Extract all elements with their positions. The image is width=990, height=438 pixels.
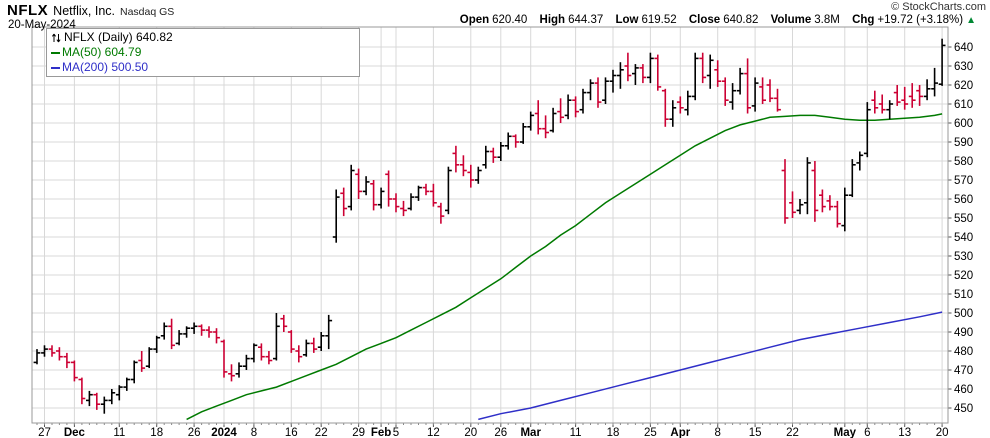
svg-text:6: 6: [864, 427, 870, 438]
legend-ma200-row[interactable]: MA(200) 500.50: [51, 60, 355, 75]
svg-text:20: 20: [936, 427, 949, 438]
chart-header: NFLX Netflix, Inc. Nasdaq GS: [7, 2, 174, 20]
svg-text:610: 610: [954, 99, 973, 111]
svg-text:Dec: Dec: [64, 427, 86, 438]
legend-ma50-label: MA(50) 604.79: [62, 45, 142, 59]
svg-text:560: 560: [954, 194, 973, 206]
svg-text:29: 29: [352, 427, 365, 438]
svg-text:500: 500: [954, 308, 973, 320]
close-label: Close: [688, 14, 721, 26]
svg-text:Mar: Mar: [520, 427, 541, 438]
svg-text:25: 25: [644, 427, 657, 438]
ma200-line-swatch: [51, 66, 60, 69]
svg-text:580: 580: [954, 156, 973, 168]
svg-text:630: 630: [954, 61, 973, 73]
svg-text:18: 18: [150, 427, 163, 438]
svg-text:11: 11: [113, 427, 125, 438]
change-value: +19.72 (+3.18%): [877, 14, 964, 26]
low-value: 619.52: [641, 14, 677, 26]
svg-text:8: 8: [251, 427, 257, 438]
svg-text:600: 600: [954, 118, 973, 130]
svg-text:490: 490: [954, 327, 973, 339]
company-name: Netflix, Inc.: [53, 4, 115, 18]
low-label: Low: [615, 14, 639, 26]
open-value: 620.40: [492, 14, 528, 26]
svg-text:22: 22: [315, 427, 328, 438]
legend-box: NFLX (Daily) 640.82 MA(50) 604.79 MA(200…: [46, 28, 360, 77]
legend-symbol-label: NFLX (Daily) 640.82: [64, 30, 173, 44]
change-label: Chg: [852, 14, 875, 26]
high-value: 644.37: [568, 14, 604, 26]
svg-text:22: 22: [786, 427, 799, 438]
copyright-text: © StockCharts.com: [891, 1, 986, 13]
svg-text:620: 620: [954, 80, 973, 92]
legend-ma50-row[interactable]: MA(50) 604.79: [51, 45, 355, 60]
svg-text:12: 12: [427, 427, 440, 438]
svg-text:11: 11: [570, 427, 582, 438]
svg-text:May: May: [834, 427, 857, 438]
svg-text:Apr: Apr: [670, 427, 690, 438]
svg-text:460: 460: [954, 384, 973, 396]
svg-text:550: 550: [954, 213, 973, 225]
svg-text:450: 450: [954, 403, 973, 415]
svg-text:16: 16: [285, 427, 298, 438]
quote-summary-bar: Open 620.40 High 644.37 Low 619.52 Close 640…: [451, 14, 976, 26]
svg-text:Feb: Feb: [371, 427, 391, 438]
svg-text:8: 8: [714, 427, 720, 438]
change-up-arrow-icon: ▲: [966, 15, 976, 26]
svg-text:15: 15: [749, 427, 762, 438]
svg-text:470: 470: [954, 365, 973, 377]
svg-text:13: 13: [898, 427, 911, 438]
svg-text:540: 540: [954, 232, 973, 244]
svg-text:570: 570: [954, 175, 973, 187]
close-value: 640.82: [723, 14, 759, 26]
svg-text:530: 530: [954, 251, 973, 263]
svg-text:26: 26: [188, 427, 201, 438]
svg-text:20: 20: [464, 427, 477, 438]
svg-text:520: 520: [954, 270, 973, 282]
legend-symbol-row[interactable]: NFLX (Daily) 640.82: [51, 30, 355, 45]
svg-text:2024: 2024: [211, 427, 237, 438]
svg-text:480: 480: [954, 346, 973, 358]
ticker-symbol: NFLX: [7, 2, 49, 19]
svg-text:590: 590: [954, 137, 973, 149]
svg-text:18: 18: [607, 427, 620, 438]
volume-value: 3.8M: [814, 14, 840, 26]
svg-text:5: 5: [393, 427, 399, 438]
svg-text:640: 640: [954, 42, 973, 54]
svg-text:27: 27: [38, 427, 51, 438]
price-bars-icon: [51, 32, 61, 44]
open-label: Open: [459, 14, 490, 26]
volume-label: Volume: [770, 14, 812, 26]
legend-ma200-label: MA(200) 500.50: [62, 60, 149, 74]
exchange-name: Nasdaq GS: [120, 6, 175, 18]
ma50-line-swatch: [51, 51, 60, 54]
svg-text:510: 510: [954, 289, 973, 301]
high-label: High: [539, 14, 566, 26]
svg-text:26: 26: [494, 427, 507, 438]
